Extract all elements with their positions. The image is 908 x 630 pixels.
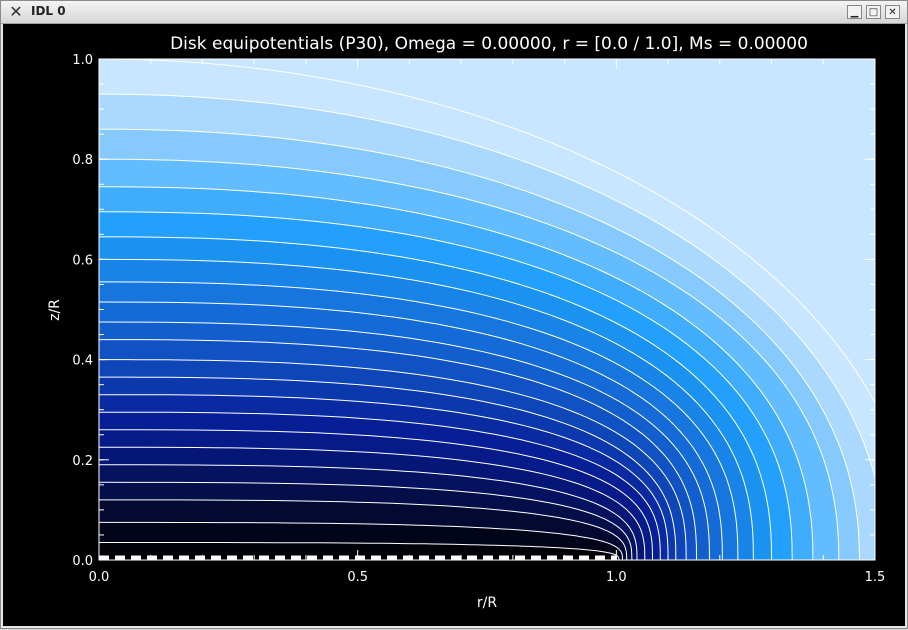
x-tick-label: 0.0 [89, 570, 110, 585]
y-tick-label: 1.0 [72, 53, 93, 68]
x-tick-label: 1.5 [865, 570, 886, 585]
y-tick-label: 0.8 [72, 153, 93, 168]
x-axis-label: r/R [477, 595, 497, 611]
contour-lines [99, 59, 875, 560]
y-tick-label: 0.6 [72, 253, 93, 268]
contour-line [99, 446, 646, 560]
maximize-icon: □ [868, 7, 879, 18]
contour-line [99, 321, 710, 560]
x-window-icon[interactable]: ✕ [9, 2, 23, 21]
y-tick-label: 0.2 [72, 454, 93, 469]
y-tick-label: 0.4 [72, 354, 93, 369]
contour-line [99, 186, 814, 560]
contour-line [99, 499, 628, 560]
contour-line [99, 59, 875, 404]
contour-line [99, 236, 772, 560]
x-tick-label: 1.0 [606, 570, 627, 585]
contour-line [99, 411, 661, 560]
contour-plot: Disk equipotentials (P30), Omega = 0.000… [47, 34, 885, 611]
contour-line [99, 211, 793, 560]
contour-line [99, 158, 840, 560]
contour-line [99, 128, 860, 560]
window-title: IDL 0 [31, 4, 66, 18]
contour-line [99, 376, 677, 560]
contour-line [99, 281, 739, 560]
y-tick-label: 0.0 [72, 554, 93, 569]
plot-canvas: Disk equipotentials (P30), Omega = 0.000… [3, 24, 905, 626]
contour-line [99, 394, 669, 560]
close-icon: ✕ [888, 7, 897, 18]
contour-line [99, 339, 697, 560]
contour-line [99, 258, 754, 560]
contour-line [99, 359, 687, 560]
chart-title: Disk equipotentials (P30), Omega = 0.000… [170, 34, 808, 54]
x-tick-label: 0.5 [347, 570, 368, 585]
title-bar[interactable]: ✕ IDL 0 ▁ □ ✕ [1, 1, 907, 24]
axes: 0.0 0.5 1.0 1.5 0.0 0.2 0.4 0.6 0.8 1.0 [72, 53, 885, 585]
minimize-button[interactable]: ▁ [847, 5, 862, 19]
minimize-icon: ▁ [850, 7, 859, 18]
contour-line [99, 481, 633, 560]
contour-line [99, 93, 875, 480]
contour-bands [99, 59, 875, 560]
contour-line [99, 542, 620, 560]
contour-line [99, 464, 638, 560]
contour-line [99, 301, 723, 560]
contour-line [99, 429, 653, 560]
maximize-button[interactable]: □ [866, 5, 881, 19]
y-axis-label: z/R [47, 299, 63, 321]
contour-line [99, 521, 623, 560]
close-button[interactable]: ✕ [885, 5, 900, 19]
